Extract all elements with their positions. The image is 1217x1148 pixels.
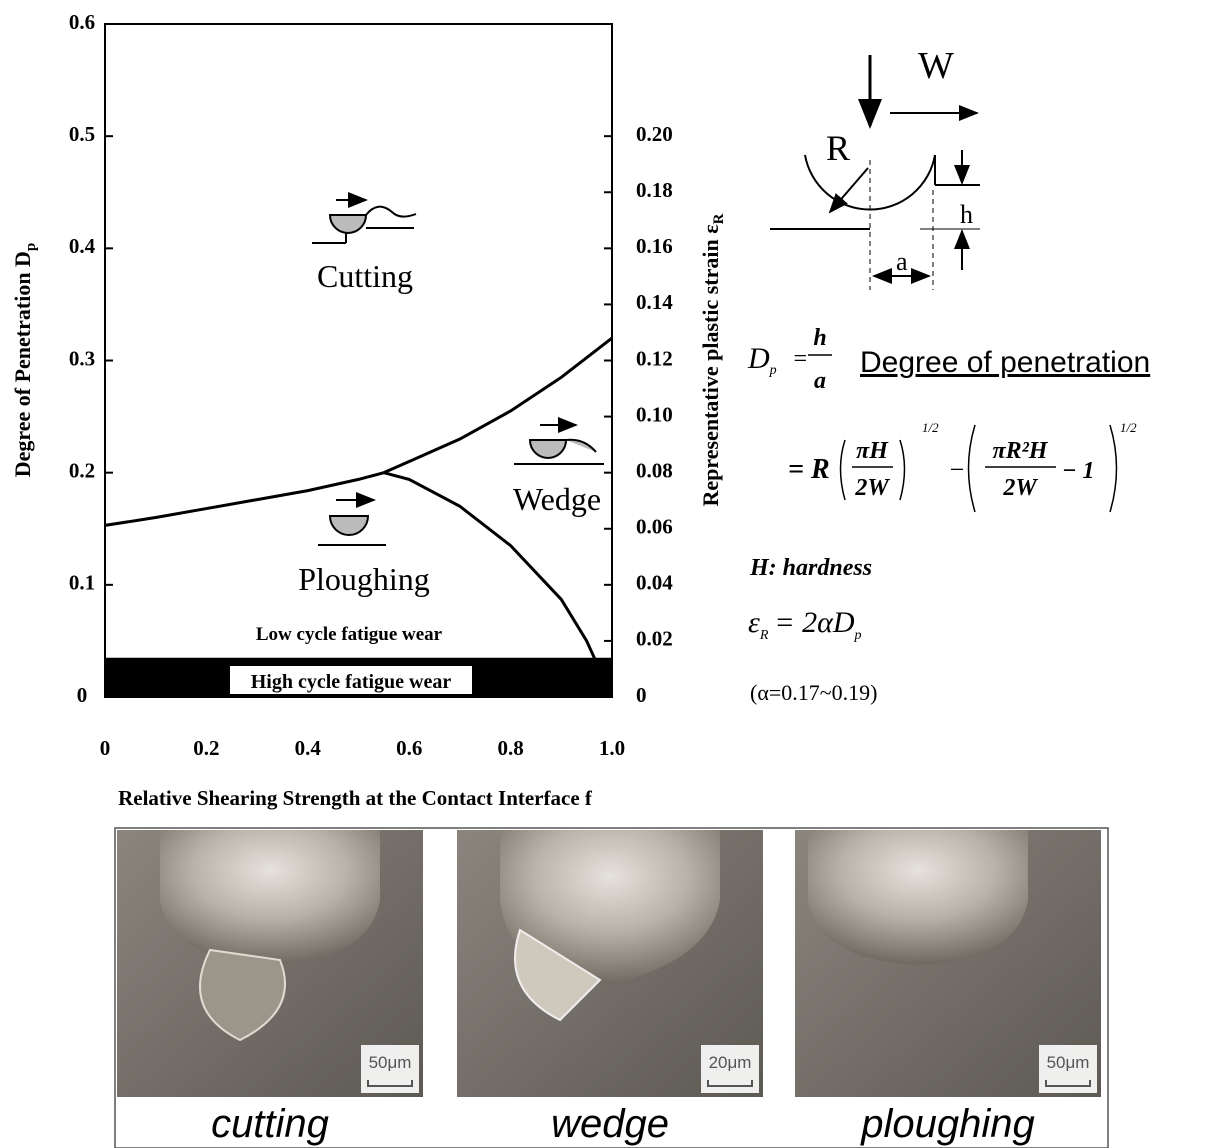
formula: (α=0.17~0.19) bbox=[750, 680, 878, 705]
formula: 2W bbox=[854, 475, 890, 501]
scale-label: 50μm bbox=[369, 1053, 412, 1072]
x-tick-label: 0.2 bbox=[193, 736, 219, 760]
y-tick-label: 0.6 bbox=[69, 10, 95, 34]
indenter-diagram bbox=[770, 55, 980, 290]
photo-chip bbox=[514, 928, 602, 1022]
y-tick-label: 0.3 bbox=[69, 346, 95, 370]
photo-caption: wedge bbox=[551, 1102, 669, 1146]
formula: h bbox=[813, 325, 826, 351]
paren bbox=[967, 424, 1118, 513]
y-tick-label: 0 bbox=[77, 683, 88, 707]
region-label: Cutting bbox=[317, 258, 413, 294]
formula: a bbox=[814, 368, 826, 394]
y-tick-label: 0.4 bbox=[69, 234, 96, 258]
photo-caption: cutting bbox=[211, 1102, 329, 1146]
region-label: Ploughing bbox=[298, 561, 430, 597]
photo-tip bbox=[500, 830, 720, 985]
formula: − 1 bbox=[1062, 458, 1095, 484]
formula-part: p bbox=[769, 363, 777, 378]
y2-tick-label: 0.06 bbox=[636, 515, 673, 539]
photo-chip bbox=[199, 948, 286, 1042]
formula: − bbox=[948, 455, 966, 484]
formula: 1/2 bbox=[922, 420, 939, 435]
y2-tick-label: 0.16 bbox=[636, 234, 673, 258]
photos: 50μm cutting 20μm wedge 50μm ploughing bbox=[117, 830, 1101, 1146]
y2-axis-label: Representative plastic strain εR bbox=[698, 213, 727, 506]
region-label: Low cycle fatigue wear bbox=[256, 624, 443, 645]
x-axis-label: Relative Shearing Strength at the Contac… bbox=[118, 786, 593, 810]
diagram-label: h bbox=[960, 200, 973, 229]
y2-tick-label: 0.18 bbox=[636, 178, 673, 202]
wedge-icon bbox=[514, 417, 604, 465]
diagram-label: W bbox=[918, 45, 954, 87]
photo-tip bbox=[808, 830, 1028, 965]
diagram-label: a bbox=[896, 247, 908, 276]
y2-tick-label: 0.02 bbox=[636, 627, 673, 651]
boundary-line bbox=[383, 471, 614, 698]
scale-bar bbox=[367, 1080, 413, 1087]
formula-name: Degree of penetration bbox=[860, 346, 1150, 379]
y2-label-text: Representative plastic strain ε bbox=[698, 224, 723, 506]
formula: πR²H bbox=[993, 438, 1049, 464]
y-tick-label: 0.1 bbox=[69, 571, 95, 595]
photo-tip bbox=[160, 830, 380, 965]
formula-part: D bbox=[747, 342, 770, 375]
scale-label: 50μm bbox=[1047, 1053, 1090, 1072]
label-box bbox=[230, 666, 472, 694]
x-tick-label: 0.4 bbox=[295, 736, 322, 760]
y2-tick-label: 0.10 bbox=[636, 402, 673, 426]
formula-part: p bbox=[854, 628, 862, 643]
formula: 1/2 bbox=[1120, 420, 1137, 435]
boundary-line bbox=[383, 336, 613, 475]
formula: H: hardness bbox=[749, 555, 872, 581]
y-label-text: Degree of Penetration D bbox=[10, 251, 35, 477]
region-label: High cycle fatigue wear bbox=[251, 671, 452, 693]
y-tick-label: 0.5 bbox=[69, 122, 95, 146]
y-axis-label: Degree of Penetration Dp bbox=[10, 243, 39, 478]
region-label: Wedge bbox=[513, 481, 601, 517]
ploughing-icon bbox=[318, 492, 386, 546]
y-tick-label: 0.2 bbox=[69, 458, 95, 482]
y-label-sub: p bbox=[23, 243, 39, 251]
scale-bar bbox=[1045, 1080, 1091, 1087]
formula-part: R bbox=[759, 628, 769, 643]
formula: 2W bbox=[1002, 475, 1038, 501]
y2-tick-label: 0.20 bbox=[636, 122, 673, 146]
formula: πH bbox=[856, 438, 889, 464]
x-tick-label: 0.6 bbox=[396, 736, 422, 760]
cutting-icon bbox=[312, 192, 417, 244]
scale-bar bbox=[707, 1080, 753, 1087]
x-tick-label: 1.0 bbox=[599, 736, 625, 760]
formula: = bbox=[792, 346, 808, 372]
y2-tick-label: 0.12 bbox=[636, 346, 673, 370]
y2-label-sub: R bbox=[711, 213, 727, 224]
paren bbox=[839, 439, 906, 501]
formula: εR = 2αDp bbox=[748, 606, 862, 643]
boundary-line bbox=[104, 471, 385, 527]
scale-label: 20μm bbox=[709, 1053, 752, 1072]
formula: Dp bbox=[747, 342, 777, 378]
y2-tick-label: 0.04 bbox=[636, 571, 673, 595]
y2-tick-label: 0.08 bbox=[636, 458, 673, 482]
diagram-label: R bbox=[826, 128, 850, 168]
photo-caption: ploughing bbox=[860, 1102, 1035, 1146]
formula-part: = 2αD bbox=[774, 606, 854, 639]
y2-tick-label: 0.14 bbox=[636, 290, 673, 314]
y2-tick-label: 0 bbox=[636, 683, 647, 707]
x-tick-label: 0.8 bbox=[497, 736, 523, 760]
x-tick-label: 0 bbox=[100, 736, 111, 760]
plot: 0 0.1 0.2 0.3 0.4 0.5 0.6 0 0.02 0.04 0.06 0.08 0.10… bbox=[69, 10, 673, 760]
formula: = R bbox=[788, 454, 830, 485]
formula-part: ε bbox=[748, 606, 760, 639]
